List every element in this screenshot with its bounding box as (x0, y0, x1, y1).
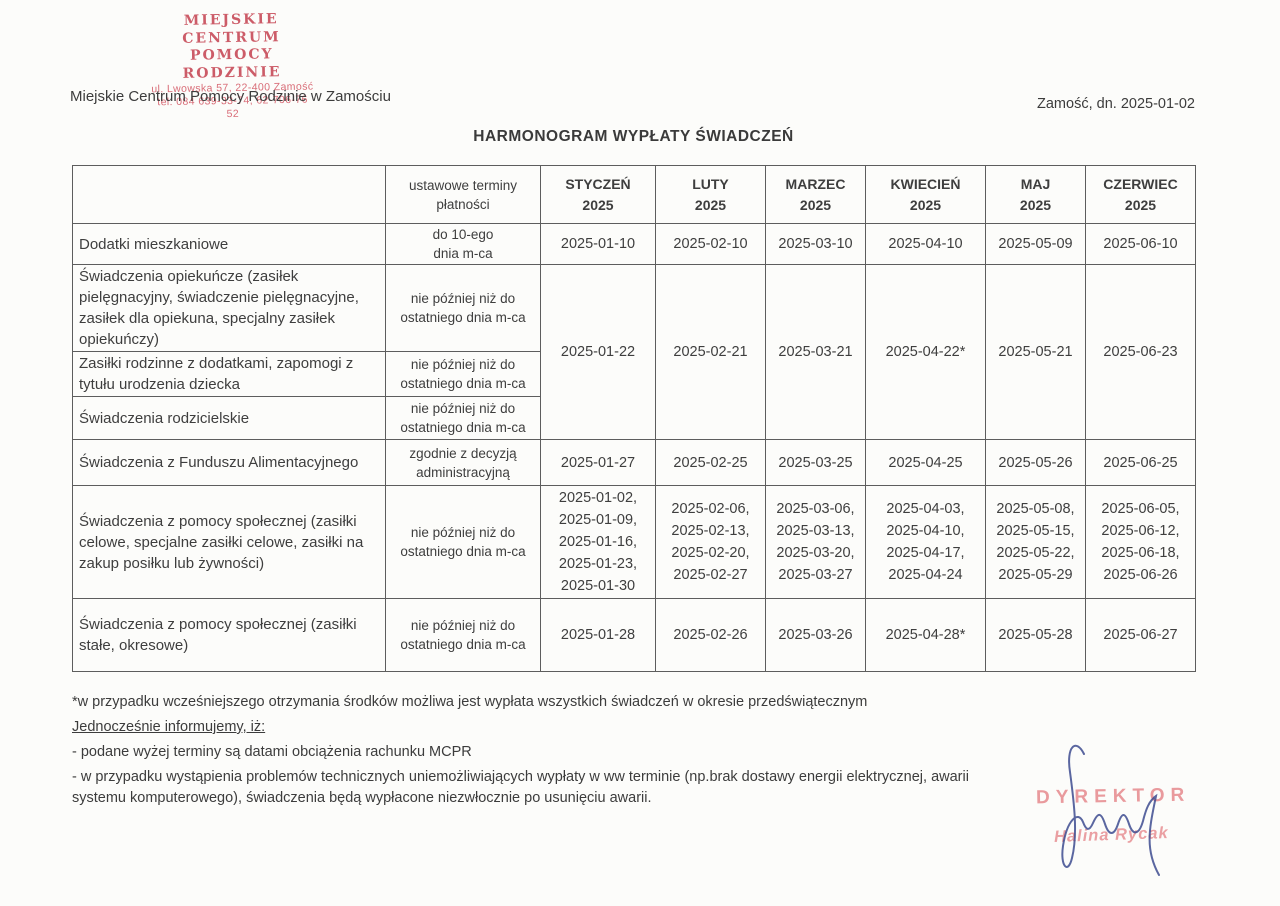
note-item-1: - podane wyżej terminy są datami obciąże… (72, 744, 472, 760)
date-cell-merged: 2025-06-23 (1085, 264, 1196, 440)
benefit-name: Świadczenia z pomocy społecznej (zasiłki… (72, 598, 386, 672)
corner-cell (72, 165, 386, 224)
date-list-cell: 2025-06-05, 2025-06-12, 2025-06-18, 2025… (1085, 485, 1196, 599)
month-header-april: KWIECIEŃ 2025 (865, 165, 986, 224)
date-cell: 2025-06-25 (1085, 439, 1196, 486)
month-header-march: MARZEC 2025 (765, 165, 866, 224)
date-cell: 2025-01-27 (540, 439, 656, 486)
month-header-june: CZERWIEC 2025 (1085, 165, 1196, 224)
month-header-february: LUTY 2025 (655, 165, 766, 224)
date-cell-merged: 2025-03-21 (765, 264, 866, 440)
date-list-cell: 2025-01-02, 2025-01-09, 2025-01-16, 2025… (540, 485, 656, 599)
page-title: HARMONOGRAM WYPŁATY ŚWIADCZEŃ (473, 128, 794, 145)
date-cell: 2025-04-28* (865, 598, 986, 672)
date-cell-merged: 2025-05-21 (985, 264, 1086, 440)
payment-terms: nie później niż do ostatniego dnia m-ca (385, 396, 541, 440)
table-header-row: ustawowe terminy płatności STYCZEŃ 2025 … (72, 165, 1196, 224)
date-cell: 2025-06-27 (1085, 598, 1196, 672)
payment-terms: nie później niż do ostatniego dnia m-ca (385, 485, 541, 599)
payment-terms: nie później niż do ostatniego dnia m-ca (385, 264, 541, 352)
notes-heading: Jednocześnie informujemy, iż: (72, 719, 266, 735)
date-cell-merged: 2025-01-22 (540, 264, 656, 440)
date-cell: 2025-01-28 (540, 598, 656, 672)
date-cell: 2025-04-10 (865, 223, 986, 265)
benefit-name: Dodatki mieszkaniowe (72, 223, 386, 265)
office-stamp: MIEJSKIE CENTRUM POMOCY RODZINIE ul. Lwo… (141, 10, 323, 122)
handwritten-signature (1061, 744, 1160, 876)
org-name: Miejskie Centrum Pomocy Rodzinie w Zamoś… (70, 88, 391, 105)
benefit-name: Świadczenia rodzicielskie (72, 396, 386, 440)
date-cell-merged: 2025-02-21 (655, 264, 766, 440)
payment-terms: nie później niż do ostatniego dnia m-ca (385, 598, 541, 672)
terms-header: ustawowe terminy płatności (385, 165, 541, 224)
asterisk-note: *w przypadku wcześniejszego otrzymania ś… (72, 694, 868, 710)
benefits-schedule-table: ustawowe terminy płatności STYCZEŃ 2025 … (72, 165, 1196, 672)
date-list-cell: 2025-05-08, 2025-05-15, 2025-05-22, 2025… (985, 485, 1086, 599)
date-cell: 2025-05-26 (985, 439, 1086, 486)
payment-terms: zgodnie z decyzją administracyjną (385, 439, 541, 486)
table-row-care-benefits: Świadczenia opiekuńcze (zasiłek pielęgna… (72, 264, 1196, 440)
note-item-2: - w przypadku wystąpienia problemów tech… (72, 769, 969, 806)
benefit-name: Świadczenia opiekuńcze (zasiłek pielęgna… (72, 264, 386, 352)
date-cell: 2025-01-10 (540, 223, 656, 265)
table-row-family-allowances: Zasiłki rodzinne z dodatkami, zapomogi z… (72, 351, 1196, 397)
footnotes: *w przypadku wcześniejszego otrzymania ś… (72, 692, 984, 813)
stamp-org-line2: POMOCY RODZINIE (182, 46, 282, 82)
date-cell: 2025-05-09 (985, 223, 1086, 265)
benefit-name: Świadczenia z Funduszu Alimentacyjnego (72, 439, 386, 486)
date-cell: 2025-02-10 (655, 223, 766, 265)
date-cell: 2025-06-10 (1085, 223, 1196, 265)
date-cell-merged: 2025-04-22* (865, 264, 986, 440)
stamp-org-line1: MIEJSKIE CENTRUM (182, 11, 281, 47)
place-date: Zamość, dn. 2025-01-02 (1037, 96, 1195, 112)
date-cell: 2025-02-25 (655, 439, 766, 486)
date-list-cell: 2025-04-03, 2025-04-10, 2025-04-17, 2025… (865, 485, 986, 599)
month-header-january: STYCZEŃ 2025 (540, 165, 656, 224)
date-cell: 2025-04-25 (865, 439, 986, 486)
date-cell: 2025-03-25 (765, 439, 866, 486)
payment-terms: nie później niż do ostatniego dnia m-ca (385, 351, 541, 397)
payment-terms: do 10-ego dnia m-ca (385, 223, 541, 265)
date-cell: 2025-03-10 (765, 223, 866, 265)
table-row-alimony-fund: Świadczenia z Funduszu Alimentacyjnego z… (72, 439, 1196, 486)
date-list-cell: 2025-03-06, 2025-03-13, 2025-03-20, 2025… (765, 485, 866, 599)
date-cell: 2025-03-26 (765, 598, 866, 672)
stamp-number: 52 (226, 108, 240, 121)
table-row-social-assistance-permanent: Świadczenia z pomocy społecznej (zasiłki… (72, 598, 1196, 672)
benefit-name: Świadczenia z pomocy społecznej (zasiłki… (72, 485, 386, 599)
date-list-cell: 2025-02-06, 2025-02-13, 2025-02-20, 2025… (655, 485, 766, 599)
month-header-may: MAJ 2025 (985, 165, 1086, 224)
table-row-social-assistance-purpose: Świadczenia z pomocy społecznej (zasiłki… (72, 485, 1196, 599)
benefit-name: Zasiłki rodzinne z dodatkami, zapomogi z… (72, 351, 386, 397)
date-cell: 2025-02-26 (655, 598, 766, 672)
table-row-housing-allowances: Dodatki mieszkaniowe do 10-ego dnia m-ca… (72, 223, 1196, 265)
date-cell: 2025-05-28 (985, 598, 1086, 672)
